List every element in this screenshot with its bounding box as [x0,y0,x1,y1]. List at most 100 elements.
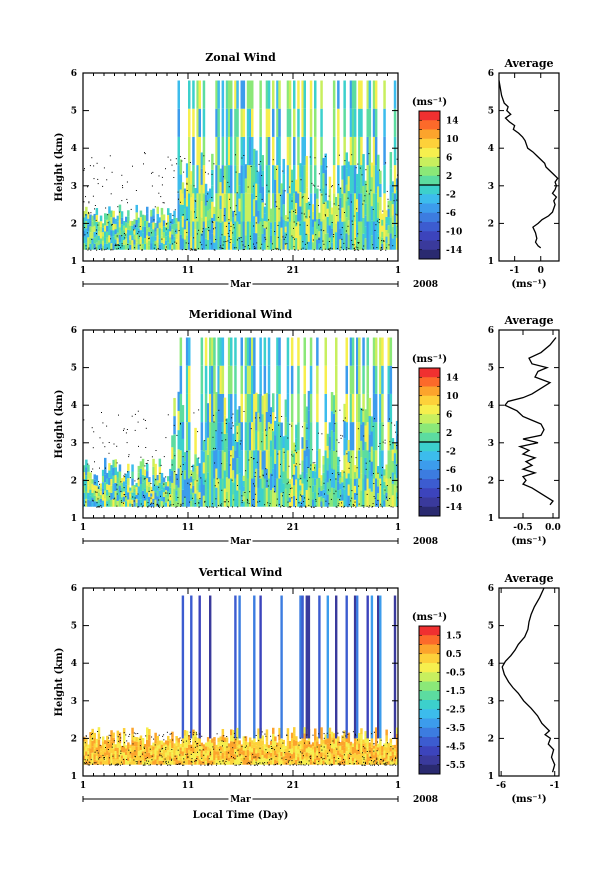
heatmap-cell [272,487,275,507]
heatmap-cell [196,751,199,756]
contour-dot [310,468,312,470]
heatmap-cell [148,752,151,759]
contour-dot [144,420,146,421]
heatmap-cell [339,228,342,240]
heatmap-cell [202,136,206,166]
heatmap-cell [116,227,120,233]
contour-dot [163,483,165,485]
heatmap-cell [202,754,206,758]
contour-dot [289,756,291,758]
heatmap-cell [259,393,262,423]
heatmap-cell [83,472,86,480]
heatmap-cell [343,221,346,250]
heatmap-cell [236,458,239,475]
heatmap-cell [293,758,296,765]
contour-dot [250,238,252,240]
contour-dot [393,763,395,765]
contour-dot [97,731,99,732]
heatmap-cell [305,595,308,739]
heatmap-cell [374,193,378,222]
contour-dot [261,243,263,245]
heatmap-cell [316,337,319,366]
heatmap-cell [190,748,193,752]
heatmap-cell [110,230,113,237]
heatmap-cell [209,422,212,451]
contour-dot [346,453,348,455]
heatmap-cell [131,492,134,500]
heatmap-cell [120,487,124,493]
heatmap-cell [148,240,151,246]
heatmap-cell [91,488,94,493]
contour-dot [341,506,343,508]
contour-dot [97,498,99,500]
heatmap-cell [93,213,96,220]
heatmap-cell [374,752,378,759]
heatmap-cell [129,225,132,231]
heatmap-cell [255,200,258,217]
heatmap-cell [225,477,229,493]
heatmap-cell [356,337,359,366]
contour-dot [147,506,149,508]
heatmap-cell [181,595,185,739]
heatmap-cell [303,80,306,109]
y-tick-label: 2 [71,219,77,229]
heatmap-cell [347,161,351,177]
contour-dot [373,496,375,497]
contour-dot [111,763,112,765]
heatmap-cell [125,751,128,755]
colorbar-swatch [419,386,440,397]
contour-dot [265,749,267,751]
heatmap-cell [221,108,225,137]
contour-dot [184,158,186,159]
colorbar-swatch [419,727,440,738]
heatmap-cell [139,210,143,218]
heatmap-cell [330,748,334,754]
heatmap-cell [267,761,271,765]
contour-dot [191,466,193,468]
heatmap-cell [236,752,239,759]
contour-dot [266,473,267,475]
contour-dot [160,495,161,497]
heatmap-cell [303,478,306,507]
heatmap-cell [335,740,338,747]
heatmap-cell [238,489,241,507]
heatmap-cell [314,478,317,486]
contour-dot [211,764,213,766]
heatmap-cell [391,748,395,752]
heatmap-cell [391,215,395,227]
heatmap-cell [211,169,214,186]
contour-dot [244,492,246,493]
heatmap-cell [120,745,124,749]
heatmap-cell [206,760,210,765]
heatmap-cell [385,478,388,486]
heatmap-cell [122,230,126,236]
heatmap-cell [259,740,262,747]
heatmap-cell [261,750,264,755]
heatmap-cell [322,472,325,482]
heatmap-cell [211,393,214,423]
heatmap-cell [280,205,283,217]
contour-dot [274,231,276,232]
heatmap-cell [133,741,136,747]
heatmap-cell [198,463,201,471]
heatmap-cell [169,213,172,220]
heatmap-cell [320,501,323,507]
heatmap-cell [164,222,168,228]
heatmap-cell [114,234,117,240]
contour-dot [101,412,102,413]
contour-dot [349,752,351,754]
heatmap-cell [143,481,147,489]
heatmap-cell [318,218,321,226]
heatmap-cell [183,188,187,199]
heatmap-cell [221,193,225,222]
year-label: 2008 [413,795,438,805]
heatmap-cell [185,163,189,178]
contour-dot [94,751,96,753]
contour-dot [378,237,379,239]
contour-dot [207,173,209,175]
heatmap-cell [194,229,197,240]
heatmap-cell [91,492,94,498]
heatmap-cell [251,108,254,137]
contour-dot [158,248,159,250]
contour-dot [232,425,234,427]
